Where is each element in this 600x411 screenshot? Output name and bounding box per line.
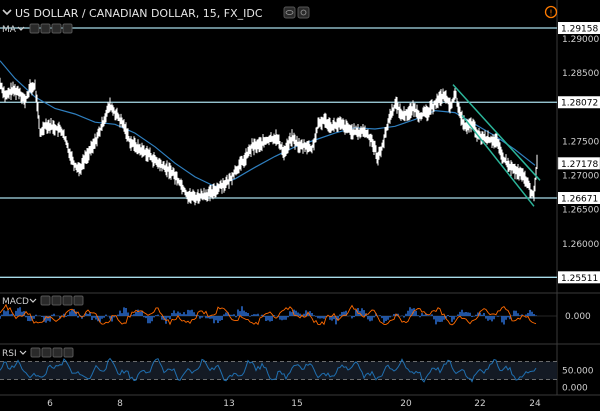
- x-tick-label: 6: [47, 399, 53, 409]
- rsi-legend: RSI: [2, 347, 74, 359]
- rsi-tick-label: 0.000: [562, 384, 588, 394]
- price-level-tag: [558, 22, 600, 35]
- y-tick-label: 1.26500: [562, 206, 599, 216]
- macd-legend: MACD: [2, 295, 84, 307]
- macd-signal-line: [0, 303, 537, 326]
- price-level-tag-label: 1.29158: [561, 25, 598, 35]
- ma-layer: [0, 60, 536, 188]
- close-icon[interactable]: [51, 23, 62, 34]
- price-level-tag-label: 1.26671: [561, 195, 598, 205]
- rsi-line: [0, 357, 537, 383]
- x-tick-label: 13: [223, 399, 234, 409]
- rsi-panel: 50.000 0.000: [0, 357, 594, 394]
- symbol-title: US DOLLAR / CANADIAN DOLLAR, 15, FX_IDC: [15, 7, 263, 20]
- ma-line: [0, 60, 536, 188]
- ma-label: MA: [2, 25, 17, 35]
- x-axis-ticks: 6 8 13 15 20 22 24: [47, 399, 541, 409]
- y-tick-label: 1.27000: [562, 172, 599, 182]
- channel-lower-line[interactable]: [461, 114, 535, 207]
- chevron-down-icon[interactable]: [2, 9, 12, 16]
- horizontal-levels[interactable]: [0, 27, 557, 278]
- x-tick-label: 20: [400, 399, 412, 409]
- ma-legend: MA: [2, 23, 73, 35]
- channel-upper-line[interactable]: [452, 84, 541, 181]
- svg-text:!: !: [549, 9, 552, 18]
- close-icon[interactable]: [62, 295, 73, 306]
- chevron-down-icon[interactable]: [17, 26, 25, 31]
- last-price-tag-label: 1.27178: [561, 160, 598, 170]
- chevron-down-icon[interactable]: [29, 298, 37, 303]
- y-tick-label: 1.28500: [562, 69, 599, 79]
- settings-icon[interactable]: [297, 6, 310, 19]
- settings-icon[interactable]: [51, 295, 62, 306]
- y-axis-ticks: 1.29000 1.28500 1.27500 1.27000 1.26500 1.260…: [562, 35, 599, 250]
- rsi-tick-label: 50.000: [562, 367, 594, 377]
- settings-icon[interactable]: [41, 347, 52, 358]
- price-level-tag: [558, 192, 600, 205]
- more-icon[interactable]: [63, 347, 74, 358]
- y-tick-label: 1.29000: [562, 35, 599, 45]
- eye-icon[interactable]: [40, 295, 51, 306]
- x-tick-label: 15: [291, 399, 302, 409]
- eye-icon[interactable]: [29, 23, 40, 34]
- rsi-band: [0, 361, 557, 380]
- eye-icon[interactable]: [283, 6, 296, 19]
- price-level-tag: [558, 96, 600, 109]
- x-tick-label: 8: [117, 399, 123, 409]
- settings-icon[interactable]: [40, 23, 51, 34]
- y-tick-label: 1.27500: [562, 137, 599, 147]
- price-level-tag: [558, 271, 600, 284]
- close-icon[interactable]: [52, 347, 63, 358]
- macd-histogram: [0, 306, 537, 325]
- more-icon[interactable]: [73, 295, 84, 306]
- x-tick-label: 22: [474, 399, 485, 409]
- price-level-tag-label: 1.28072: [561, 99, 598, 109]
- macd-label: MACD: [2, 297, 29, 307]
- warning-circle-icon[interactable]: !: [544, 5, 558, 19]
- more-icon[interactable]: [62, 23, 73, 34]
- rsi-label: RSI: [2, 349, 17, 359]
- macd-value-label: 0.000: [565, 312, 591, 322]
- chevron-down-icon[interactable]: [19, 350, 27, 355]
- channel-layer[interactable]: [452, 84, 541, 207]
- price-level-tag-label: 1.25511: [561, 274, 598, 284]
- y-tick-label: 1.26000: [562, 240, 599, 250]
- last-price-tag: [557, 157, 600, 170]
- chart-header: US DOLLAR / CANADIAN DOLLAR, 15, FX_IDC …: [2, 5, 558, 20]
- x-tick-label: 24: [529, 399, 541, 409]
- price-tags: 1.29158 1.28072 1.26671 1.25511 1.27178: [557, 22, 600, 284]
- macd-panel: 0.000: [0, 303, 591, 326]
- eye-icon[interactable]: [30, 347, 41, 358]
